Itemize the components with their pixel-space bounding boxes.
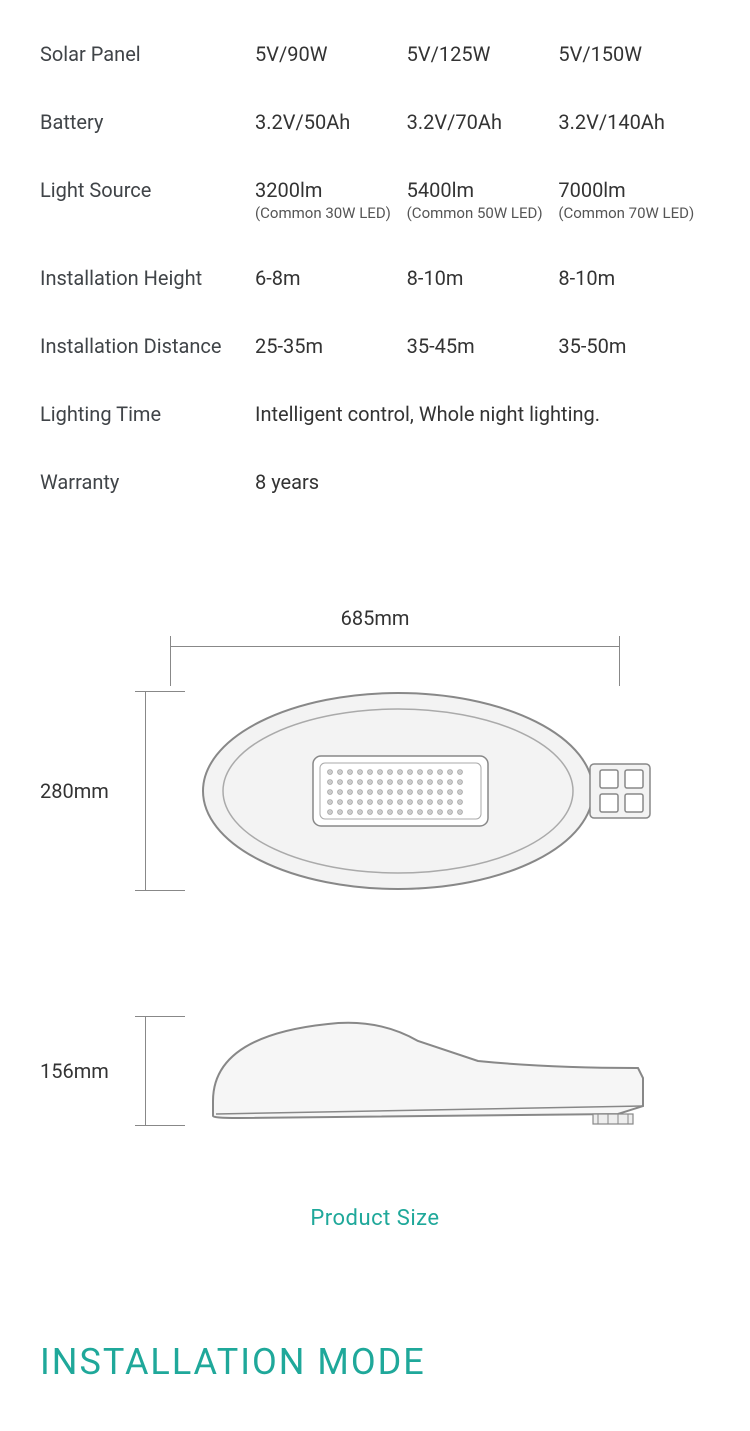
dimension-width-bar: [170, 636, 620, 656]
spec-subvalue: (Common 30W LED): [255, 204, 407, 222]
lamp-top-view: [155, 686, 710, 896]
spec-row: Light Source 3200lm (Common 30W LED) 540…: [40, 156, 710, 244]
spec-value: 35-50m: [558, 334, 710, 358]
spec-label: Solar Panel: [40, 42, 255, 66]
spec-value: 3200lm: [255, 178, 407, 202]
spec-value: 5V/150W: [558, 42, 710, 66]
dimension-height-label: 280mm: [40, 779, 135, 803]
spec-label: Installation Distance: [40, 334, 255, 358]
spec-row: Warranty 8 years: [40, 448, 710, 516]
spec-value: 7000lm: [558, 178, 710, 202]
spec-value: 3.2V/70Ah: [407, 110, 559, 134]
lamp-side-view: [155, 1006, 710, 1136]
spec-label: Light Source: [40, 178, 255, 202]
installation-mode-heading: INSTALLATION MODE: [40, 1341, 710, 1383]
spec-value: 3.2V/50Ah: [255, 110, 407, 134]
spec-value: 6-8m: [255, 266, 407, 290]
dimension-width-label: 685mm: [40, 606, 710, 630]
spec-row: Installation Distance 25-35m 35-45m 35-5…: [40, 312, 710, 380]
spec-row: Battery 3.2V/50Ah 3.2V/70Ah 3.2V/140Ah: [40, 88, 710, 156]
dimension-height-bar: [135, 691, 155, 891]
spec-table: Solar Panel 5V/90W 5V/125W 5V/150W Batte…: [40, 20, 710, 516]
spec-value: 8-10m: [558, 266, 710, 290]
dimension-depth-bar: [135, 1016, 155, 1126]
product-diagram: 685mm 280mm: [40, 606, 710, 1231]
spec-value: 8-10m: [407, 266, 559, 290]
spec-row: Solar Panel 5V/90W 5V/125W 5V/150W: [40, 20, 710, 88]
spec-value: 8 years: [255, 470, 319, 494]
spec-value: 35-45m: [407, 334, 559, 358]
spec-value: 5V/90W: [255, 42, 407, 66]
spec-row: Installation Height 6-8m 8-10m 8-10m: [40, 244, 710, 312]
spec-label: Battery: [40, 110, 255, 134]
spec-value: 3.2V/140Ah: [558, 110, 710, 134]
spec-subvalue: (Common 50W LED): [407, 204, 559, 222]
spec-value: Intelligent control, Whole night lightin…: [255, 402, 600, 426]
spec-value: 5V/125W: [407, 42, 559, 66]
spec-subvalue: (Common 70W LED): [558, 204, 710, 222]
spec-label: Warranty: [40, 470, 255, 494]
product-size-caption: Product Size: [40, 1206, 710, 1231]
spec-label: Installation Height: [40, 266, 255, 290]
spec-value: 5400lm: [407, 178, 559, 202]
spec-label: Lighting Time: [40, 402, 255, 426]
spec-value: 25-35m: [255, 334, 407, 358]
spec-row: Lighting Time Intelligent control, Whole…: [40, 380, 710, 448]
dimension-depth-label: 156mm: [40, 1059, 135, 1083]
